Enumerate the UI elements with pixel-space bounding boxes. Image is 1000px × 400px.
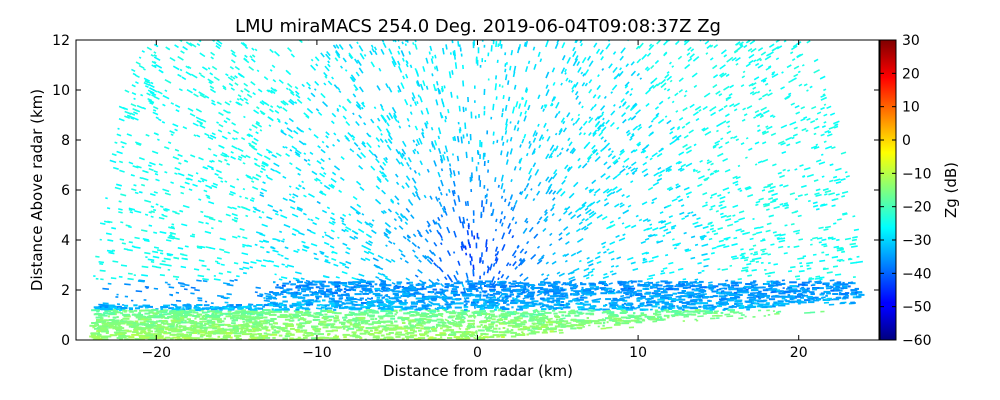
colorbar-tick-label: −20: [902, 200, 932, 216]
y-tick-label: 6: [61, 183, 70, 199]
colorbar-tick-label: 0: [902, 133, 911, 149]
colorbar-tick-label: 20: [902, 66, 920, 82]
x-axis: −20 −10 0 10 20: [142, 40, 808, 361]
colorbar-tick-label: 10: [902, 100, 920, 116]
colorbar-tick-label: −50: [902, 300, 932, 316]
colorbar-tick-label: −40: [902, 266, 932, 282]
colorbar-ticks: −60 −50 −40 −30 −20 −10 0 10 20 30: [880, 33, 932, 349]
x-axis-label: Distance from radar (km): [383, 362, 573, 380]
colorbar-tick-label: −10: [902, 166, 932, 182]
y-axis: 0 2 4 6 8 10 12: [52, 33, 879, 349]
x-tick-label: 0: [473, 345, 482, 361]
x-tick-label: 10: [629, 345, 647, 361]
x-tick-label: −20: [142, 345, 172, 361]
reflectivity-field: [89, 40, 865, 340]
x-tick-label: −10: [302, 345, 332, 361]
colorbar: −60 −50 −40 −30 −20 −10 0 10 20 30 Zg (dB): [879, 33, 960, 349]
y-tick-label: 0: [61, 333, 70, 349]
colorbar-label: Zg (dB): [942, 162, 960, 218]
chart-title: LMU miraMACS 254.0 Deg. 2019-06-04T09:08…: [235, 16, 721, 37]
plot-area: −20 −10 0 10 20 0 2 4 6 8 10 12: [52, 33, 880, 361]
colorbar-gradient: [879, 39, 897, 341]
y-tick-label: 10: [52, 83, 70, 99]
y-tick-label: 4: [61, 233, 70, 249]
colorbar-tick-label: −60: [902, 333, 932, 349]
colorbar-tick-label: 30: [902, 33, 920, 49]
y-tick-label: 2: [61, 283, 70, 299]
y-tick-label: 12: [52, 33, 70, 49]
y-axis-label: Distance Above radar (km): [28, 89, 46, 291]
y-tick-label: 8: [61, 133, 70, 149]
x-tick-label: 20: [790, 345, 808, 361]
colorbar-tick-label: −30: [902, 233, 932, 249]
